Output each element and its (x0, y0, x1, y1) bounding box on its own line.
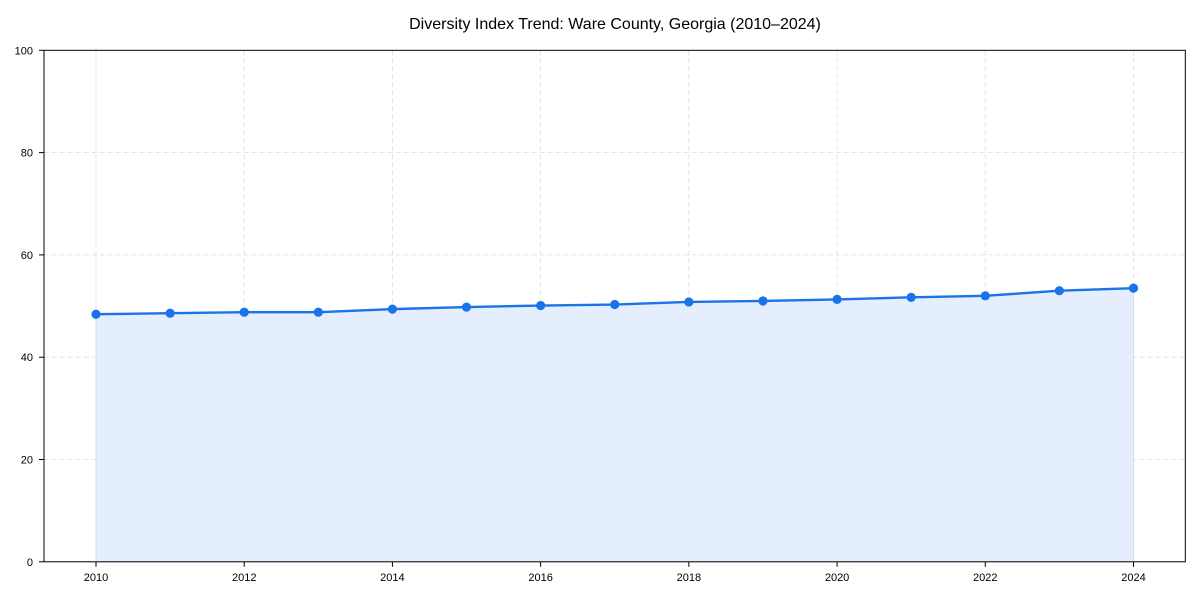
x-tick-label: 2014 (380, 572, 404, 584)
chart-title: Diversity Index Trend: Ware County, Geor… (409, 16, 821, 33)
y-axis: 0 20 40 60 80 100 (15, 45, 44, 569)
data-point-marker (684, 297, 694, 307)
data-markers (91, 283, 1139, 319)
data-point-marker (1054, 286, 1064, 296)
x-tick-label: 2010 (84, 572, 108, 584)
data-point-marker (536, 300, 546, 311)
data-point-marker (758, 296, 768, 306)
data-point-marker (461, 302, 472, 312)
y-tick-label: 80 (21, 148, 33, 160)
data-point-marker (1128, 283, 1139, 293)
data-point-marker (980, 291, 990, 301)
x-tick-label: 2020 (825, 572, 849, 584)
data-point-marker (239, 307, 249, 317)
y-tick-label: 60 (21, 250, 33, 262)
x-tick-label: 2018 (677, 572, 701, 584)
plot-frame (43, 49, 1186, 563)
x-tick-label: 2012 (232, 572, 256, 584)
area-fill-path (95, 287, 1134, 563)
x-axis: 2010 2012 2014 2016 2018 2020 2022 2024 (84, 561, 1146, 584)
data-point-marker (610, 299, 620, 310)
x-tick-label: 2016 (528, 572, 552, 584)
y-tick-label: 20 (21, 455, 33, 467)
x-tick-label: 2024 (1121, 572, 1145, 584)
data-point-marker (906, 292, 916, 302)
x-tick-label: 2022 (973, 572, 997, 584)
data-point-marker (387, 304, 398, 314)
y-tick-label: 0 (27, 557, 33, 569)
y-tick-label: 40 (21, 352, 33, 364)
data-point-marker (832, 294, 842, 305)
area-fill (95, 287, 1134, 563)
data-point-marker (91, 309, 101, 319)
data-point-marker (313, 307, 323, 317)
y-tick-label: 100 (15, 45, 33, 57)
data-point-marker (165, 308, 175, 318)
